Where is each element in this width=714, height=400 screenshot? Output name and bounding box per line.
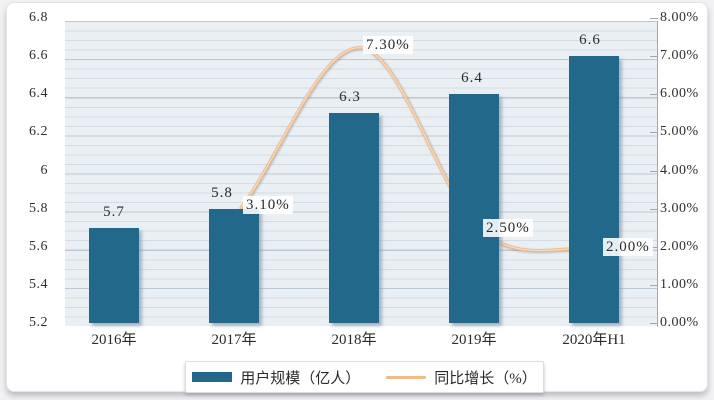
line-value-label: 2.00% <box>603 237 653 256</box>
right-axis-tick-label: 2.00% <box>660 238 699 254</box>
left-axis-tick-label: 5.8 <box>29 200 48 216</box>
x-axis-label: 2019年 <box>451 332 497 348</box>
line-value-label: 2.50% <box>483 218 533 237</box>
right-axis-tick-mark <box>650 56 658 58</box>
x-axis-label: 2017年 <box>211 332 257 348</box>
left-axis-tick-label: 6.4 <box>29 86 48 102</box>
left-axis-tick-label: 6.8 <box>29 10 48 25</box>
x-axis-label: 2016年 <box>91 332 137 348</box>
right-axis-tick-label: 8.00% <box>660 10 699 25</box>
bar <box>569 56 619 323</box>
legend-label-users: 用户规模（亿人） <box>240 370 361 387</box>
left-axis-tick-label: 6 <box>40 162 48 178</box>
right-axis-tick-mark <box>650 170 658 172</box>
bar-value-label: 6.4 <box>461 70 483 87</box>
bar-value-label: 6.3 <box>339 89 361 106</box>
right-axis-tick-label: 7.00% <box>660 48 699 64</box>
left-axis-tick-label: 5.2 <box>29 315 48 330</box>
bar <box>209 208 259 323</box>
bar-value-label: 5.8 <box>211 184 233 201</box>
x-axis-label: 2020年H1 <box>562 332 626 348</box>
right-axis-tick-label: 3.00% <box>660 200 699 216</box>
right-axis-tick-mark <box>650 208 658 210</box>
bar-value-label: 5.7 <box>103 203 125 220</box>
legend-label-growth: 同比增长（%） <box>434 370 537 387</box>
right-axis-tick-mark <box>650 246 658 248</box>
line-value-label: 7.30% <box>363 35 413 54</box>
legend-item-users: 用户规模（亿人） <box>192 367 360 388</box>
left-axis-tick-label: 6.6 <box>29 48 48 64</box>
right-axis-tick-label: 6.00% <box>660 86 699 102</box>
left-axis-tick-label: 5.6 <box>29 238 48 254</box>
right-axis-tick-label: 1.00% <box>660 276 699 292</box>
bar-series-swatch <box>192 372 233 382</box>
right-axis-tick-label: 5.00% <box>660 124 699 140</box>
right-axis-tick-label: 0.00% <box>660 315 699 330</box>
bar-value-label: 6.6 <box>579 32 601 49</box>
legend-item-growth: 同比增长（%） <box>386 367 537 388</box>
bar <box>329 113 379 323</box>
left-axis-tick-label: 6.2 <box>29 124 48 140</box>
legend: 用户规模（亿人） 同比增长（%） <box>185 361 544 393</box>
line-value-label: 3.10% <box>243 195 293 214</box>
right-axis-tick-mark <box>650 284 658 286</box>
right-axis-tick-mark <box>650 323 658 324</box>
left-axis-tick-label: 5.4 <box>29 276 48 292</box>
right-axis-tick-mark <box>650 132 658 134</box>
right-axis-tick-mark <box>650 18 658 19</box>
bar <box>89 227 139 323</box>
line-series-swatch <box>386 375 427 379</box>
bar <box>449 94 499 323</box>
right-axis-line <box>657 21 658 327</box>
right-axis-tick-mark <box>650 94 658 96</box>
x-axis-label: 2018年 <box>331 332 377 348</box>
right-axis-tick-label: 4.00% <box>660 162 699 178</box>
